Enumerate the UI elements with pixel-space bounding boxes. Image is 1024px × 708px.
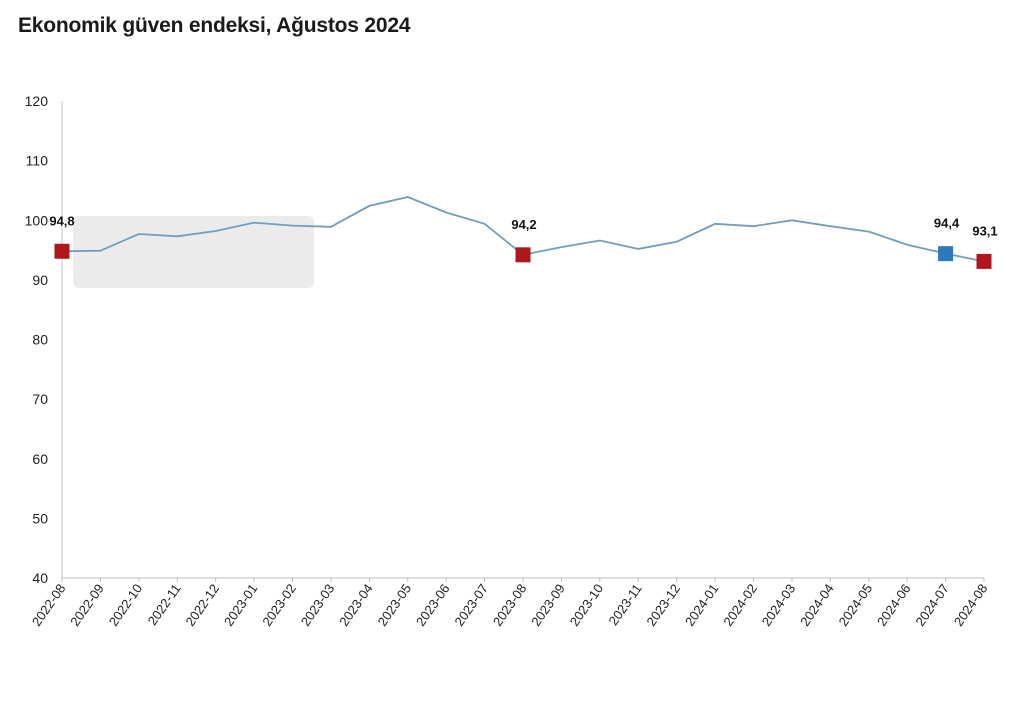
x-tick-label: 2023-05 <box>375 581 415 629</box>
axes <box>61 101 984 579</box>
chart-title: Ekonomik güven endeksi, Ağustos 2024 <box>18 14 411 37</box>
data-label: 94,4 <box>934 216 960 231</box>
x-tick-label: 2022-12 <box>182 581 222 629</box>
y-tick-label: 40 <box>32 570 48 586</box>
data-label: 94,8 <box>49 213 74 228</box>
data-label: 94,2 <box>511 217 536 232</box>
x-tick-label: 2024-03 <box>759 581 799 629</box>
x-tick-label: 2023-11 <box>606 581 645 628</box>
x-tick-label: 2023-08 <box>490 581 530 629</box>
highlight-marker <box>515 247 531 263</box>
x-tick-label: 2023-04 <box>336 581 376 629</box>
y-tick-label: 60 <box>32 451 48 467</box>
x-tick-label: 2023-12 <box>643 581 683 629</box>
x-tick-label: 2022-09 <box>67 581 107 629</box>
highlight-marker <box>54 243 70 259</box>
x-tick-label: 2024-01 <box>682 581 722 629</box>
y-axis-ticks: 40 50 60 70 80 90 100 110 120 <box>25 93 49 586</box>
y-tick-label: 50 <box>32 510 48 526</box>
x-tick-label: 2024-04 <box>797 581 837 629</box>
highlight-markers: 94,8 94,2 94,4 93,1 <box>49 213 998 269</box>
x-tick-label: 2022-08 <box>29 581 69 629</box>
x-tick-label: 2023-06 <box>413 581 453 629</box>
legend-overlay-box <box>73 216 314 288</box>
y-tick-label: 90 <box>32 272 48 288</box>
x-tick-label: 2024-07 <box>912 581 952 629</box>
x-tick-label: 2022-10 <box>106 581 146 629</box>
x-tick-label: 2023-10 <box>567 581 607 629</box>
x-tick-label: 2023-02 <box>259 581 299 629</box>
highlight-marker <box>938 246 954 262</box>
y-tick-label: 70 <box>32 391 48 407</box>
x-tick-label: 2024-05 <box>836 581 876 629</box>
y-tick-label: 80 <box>32 332 48 348</box>
y-tick-label: 120 <box>25 93 49 109</box>
x-tick-label: 2023-01 <box>221 581 261 629</box>
x-tick-label: 2023-07 <box>451 581 491 629</box>
x-tick-label: 2022-11 <box>145 581 184 628</box>
x-tick-label: 2023-09 <box>528 581 568 629</box>
x-tick-label: 2024-06 <box>874 581 914 629</box>
highlight-marker <box>976 253 992 269</box>
x-tick-label: 2024-08 <box>951 581 991 629</box>
x-tick-label: 2023-03 <box>298 581 338 629</box>
data-label: 93,1 <box>972 223 997 238</box>
x-tick-label: 2024-02 <box>720 581 760 629</box>
y-tick-label: 100 <box>25 212 49 228</box>
y-tick-label: 110 <box>26 153 49 169</box>
